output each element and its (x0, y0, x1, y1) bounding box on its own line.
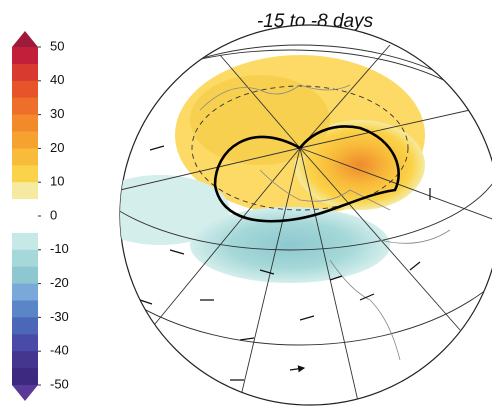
colorbar-tick-label: -30 (50, 309, 69, 324)
colorbar-tick-label: -50 (50, 376, 69, 391)
colorbar-under (12, 385, 38, 401)
colorbar-tick-label: 20 (50, 140, 64, 155)
colorbar-band (12, 334, 38, 352)
colorbar-band (12, 80, 38, 99)
colorbar-tick-label: 30 (50, 106, 64, 121)
colorbar-tick-label: -20 (50, 275, 69, 290)
colorbar-band (12, 283, 38, 301)
colorbar-band (12, 317, 38, 335)
colorbar-band (12, 131, 38, 149)
colorbar: 50 40 30 20 10 0 -10 -20 -30 -40 -50 (12, 31, 69, 401)
colorbar-tick-label: 50 (50, 38, 64, 53)
colorbar-band (12, 351, 38, 369)
colorbar-band (12, 368, 38, 386)
colorbar-band (12, 182, 38, 200)
colorbar-tick-label: -40 (50, 343, 69, 358)
colorbar-band (12, 199, 38, 217)
colorbar-band (12, 47, 38, 65)
globe (119, 24, 492, 406)
colorbar-tick-label: 10 (50, 174, 64, 189)
colorbar-band (12, 148, 38, 166)
colorbar-band (12, 63, 38, 82)
colorbar-band (12, 266, 38, 285)
colorbar-band (12, 165, 38, 183)
colorbar-band (12, 216, 38, 234)
colorbar-tick-label: 40 (50, 72, 64, 87)
colorbar-band (12, 232, 38, 251)
colorbar-band (12, 97, 38, 116)
colorbar-band (12, 249, 38, 268)
colorbar-tick-label: -10 (50, 241, 69, 256)
colorbar-tick-label: 0 (50, 207, 57, 222)
colorbar-over (12, 31, 38, 47)
colorbar-band (12, 300, 38, 318)
colorbar-band (12, 114, 38, 132)
